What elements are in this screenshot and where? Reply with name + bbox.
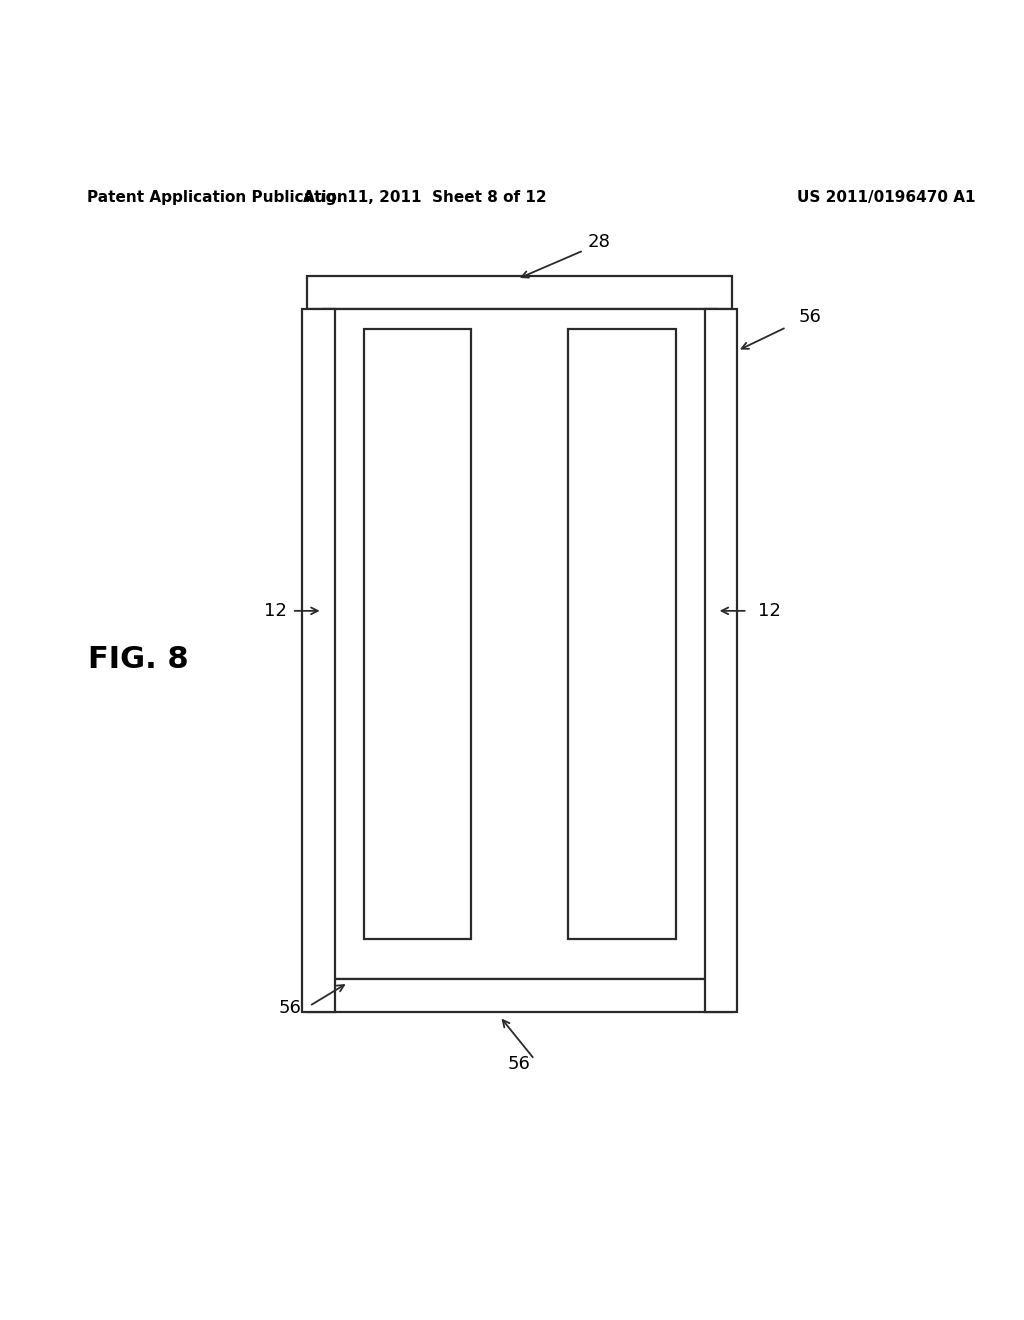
- Text: 56: 56: [279, 999, 301, 1018]
- Text: 56: 56: [508, 1056, 530, 1073]
- Text: 28: 28: [588, 234, 610, 251]
- Bar: [705, 309, 737, 1012]
- Text: FIG. 8: FIG. 8: [88, 645, 188, 675]
- Text: US 2011/0196470 A1: US 2011/0196470 A1: [797, 190, 975, 205]
- Bar: [364, 329, 471, 939]
- Text: 12: 12: [264, 602, 287, 620]
- Bar: [307, 979, 732, 1012]
- Text: Aug. 11, 2011  Sheet 8 of 12: Aug. 11, 2011 Sheet 8 of 12: [303, 190, 547, 205]
- Bar: [307, 276, 732, 309]
- Bar: [323, 309, 717, 979]
- Text: Patent Application Publication: Patent Application Publication: [87, 190, 348, 205]
- Bar: [568, 329, 676, 939]
- Bar: [302, 309, 335, 1012]
- Text: 12: 12: [758, 602, 780, 620]
- Text: 56: 56: [799, 308, 821, 326]
